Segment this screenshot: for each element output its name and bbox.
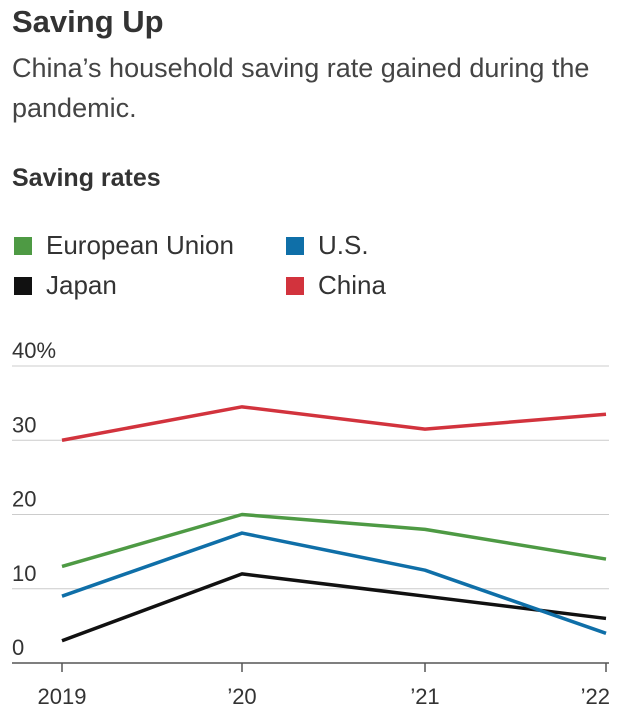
line-chart: 0 10 20 30 40% 2019 ’20 ’21 ’22 — [12, 338, 610, 709]
x-tick-label: ’21 — [410, 684, 439, 709]
y-tick-label: 10 — [12, 561, 36, 586]
section-heading: Saving rates — [12, 164, 161, 192]
legend-item-china: China — [286, 270, 386, 301]
series-line-japan — [61, 572, 607, 643]
legend-swatch — [14, 276, 32, 295]
x-tick-label: 2019 — [38, 684, 87, 709]
series-line-european-union — [61, 512, 607, 569]
legend: European Union U.S. Japan China — [14, 230, 614, 310]
chart-title: Saving Up — [12, 4, 164, 39]
y-tick-label: 30 — [12, 412, 36, 437]
legend-label: European Union — [46, 230, 234, 260]
y-tick-label: 40% — [12, 338, 56, 363]
y-tick-label: 20 — [12, 487, 36, 512]
legend-swatch — [286, 276, 304, 295]
x-tick-label: ’20 — [227, 684, 256, 709]
legend-item-japan: Japan — [14, 270, 117, 301]
legend-label: China — [318, 270, 386, 300]
legend-label: U.S. — [318, 230, 369, 260]
chart-subtitle: China’s household saving rate gained dur… — [12, 53, 590, 123]
series-line-china — [61, 405, 607, 442]
series-line-u-s — [61, 531, 607, 635]
legend-swatch — [286, 236, 304, 255]
legend-item-us: U.S. — [286, 230, 369, 261]
x-tick-label: ’22 — [581, 684, 610, 709]
legend-swatch — [14, 236, 32, 255]
y-tick-label: 0 — [12, 635, 24, 660]
legend-item-european-union: European Union — [14, 230, 234, 261]
legend-label: Japan — [46, 270, 117, 300]
